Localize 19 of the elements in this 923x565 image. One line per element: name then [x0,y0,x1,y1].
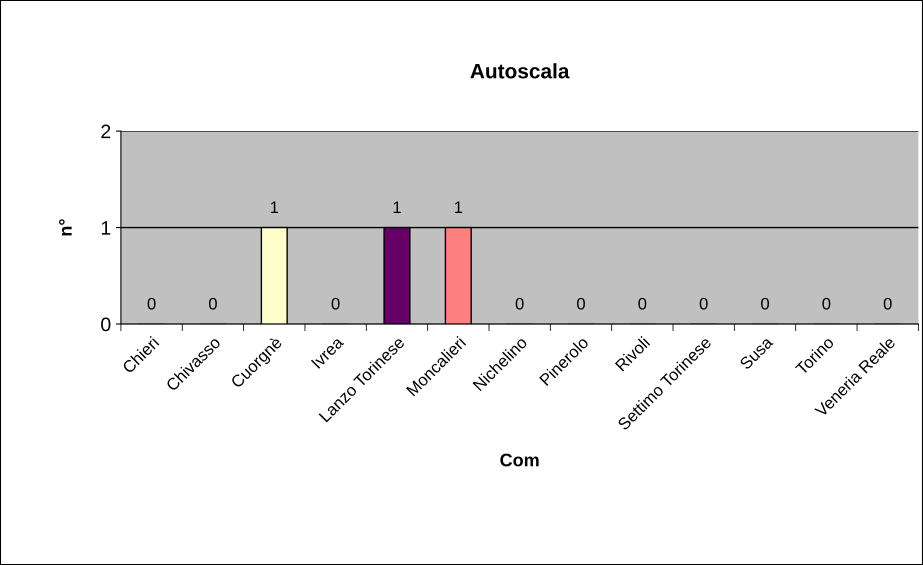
data-label: 1 [394,202,401,213]
y-axis-title: n° [59,219,72,236]
y-tick-label: 0 [101,317,110,332]
y-tick-label: 1 [102,221,110,235]
data-label: 0 [761,298,770,310]
data-label: 0 [332,298,340,310]
chart-title: Autoscala [470,63,570,79]
y-tick-label: 2 [101,124,110,138]
data-label: 0 [577,298,585,310]
x-axis-title: Com [500,454,539,466]
data-label: 0 [148,298,156,310]
data-label: 0 [884,298,892,310]
data-label: 0 [516,298,524,310]
data-label: 1 [270,202,278,213]
data-label: 0 [638,298,646,310]
data-label: 0 [700,298,708,310]
data-label: 1 [454,202,462,213]
data-label: 0 [822,298,830,310]
data-label: 0 [208,298,217,310]
